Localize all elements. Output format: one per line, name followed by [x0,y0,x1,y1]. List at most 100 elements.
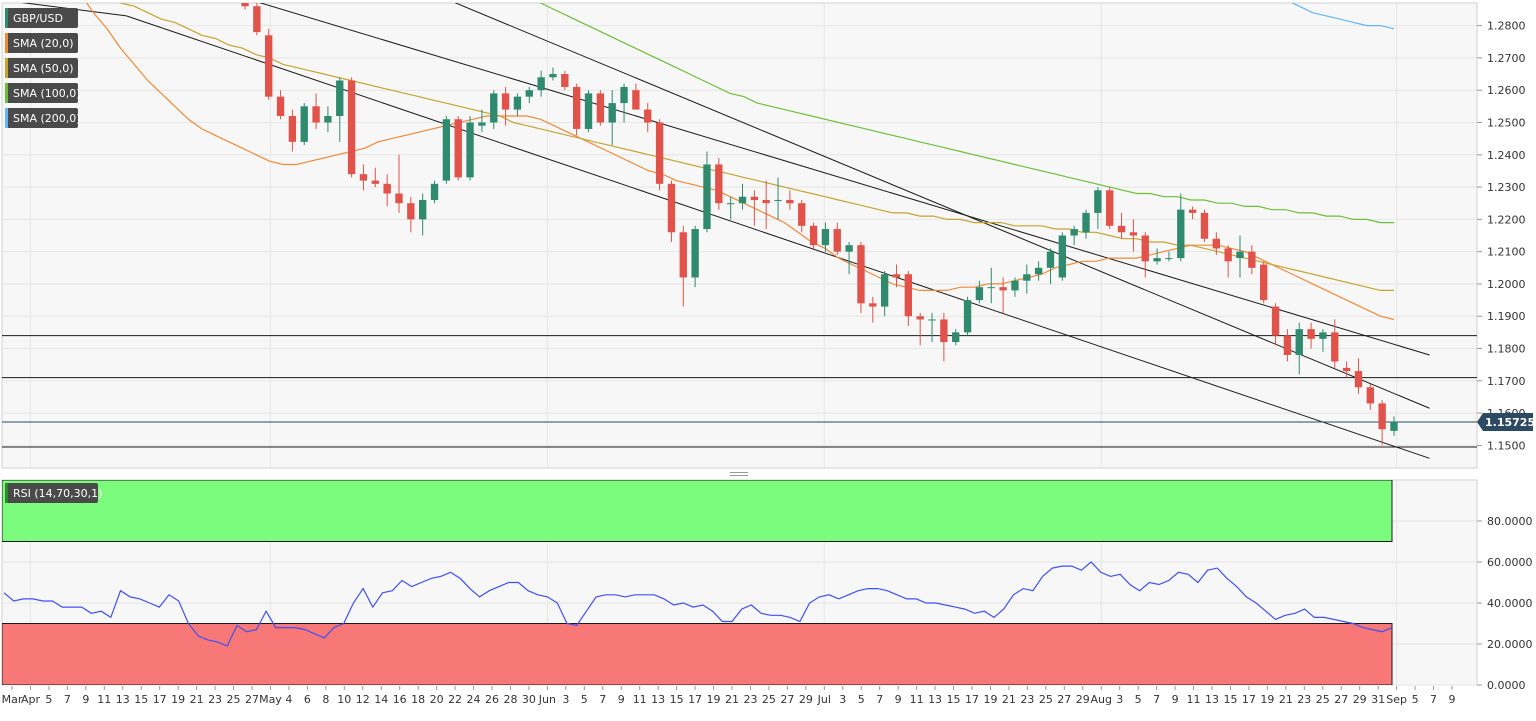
candle [490,90,498,129]
candle [928,313,936,343]
date-tick-label: 14 [374,693,388,706]
candle [786,190,794,210]
candle-body [1271,306,1280,336]
candle-body [347,80,356,175]
price-tick-label: 1.2800 [1487,20,1526,33]
candle [608,90,616,146]
last-price-tag: 1.157250 [1477,412,1536,431]
candle-body [549,74,557,78]
candle [501,86,510,126]
candle [383,174,391,207]
date-tick-label: 13 [116,693,130,706]
candle-body [324,116,332,123]
candle-body [1224,248,1232,262]
candle [513,93,522,117]
candle-body [726,203,735,205]
candle-body [490,93,498,123]
date-tick-label: 18 [411,693,425,706]
rsi-overbought-zone [2,480,1393,542]
candle-body [738,196,747,204]
candle [1319,329,1327,352]
date-tick-label: 20 [430,693,444,706]
date-tick-label: 4 [285,693,292,706]
date-tick-label: 28 [503,693,517,706]
candle [525,86,533,104]
candle [584,90,593,133]
legend-label: SMA (50,0) [13,62,74,75]
date-tick-label: 30 [522,693,536,706]
legend-swatch [5,33,8,53]
price-legend: GBP/USD SMA (20,0) SMA (50,0) SMA (100,0) SM… [5,8,81,128]
candle-body [667,183,676,233]
rsi-plot-area [2,480,1393,685]
date-tick-label: May [259,693,282,706]
candle-body [466,122,474,178]
candle [1224,245,1232,278]
candle [324,106,332,133]
candle-body [371,180,379,184]
candle [1283,329,1292,362]
candle [999,277,1007,313]
legend-swatch [5,58,8,78]
candle [1307,322,1315,349]
candle-body [703,164,711,230]
date-tick-label: 11 [633,693,647,706]
candle [1212,232,1220,255]
candle [1342,361,1351,378]
date-tick-label: 13 [651,693,665,706]
date-tick-label: 9 [1172,693,1179,706]
candle-body [407,203,415,220]
date-tick-label: 15 [947,693,961,706]
candle-body [442,119,451,181]
candle-body [892,274,901,278]
candle-body [774,199,782,201]
panel-resize-handle[interactable] [2,469,1477,479]
candle-body [762,199,770,204]
candle [1117,212,1126,239]
candle [726,196,735,220]
candle-body [655,122,664,184]
date-tick-label: 15 [1223,693,1237,706]
rsi-legend: RSI (14,70,30,1) [5,483,102,503]
candle [691,225,699,288]
candle-body [1177,209,1185,259]
date-tick-label: 29 [1076,693,1090,706]
candle-body [691,229,699,278]
candle-body [359,174,368,181]
candle-body [1307,329,1315,339]
candle [359,164,368,191]
candle [1390,416,1398,436]
candle-body [928,319,936,321]
date-tick-label: 19 [1260,693,1274,706]
candle-body [584,93,593,129]
legend-item: SMA (200,0) [5,108,81,128]
date-tick-label: 31 [1371,693,1385,706]
candle-body [1212,238,1220,249]
candle-body [1236,251,1244,259]
candle [1058,232,1067,281]
last-price-label: 1.157250 [1485,416,1536,429]
candle [454,116,462,181]
date-tick-label: 23 [1297,693,1311,706]
candle-body [940,319,948,343]
legend-item: SMA (20,0) [5,33,78,53]
date-tick-label: 15 [134,693,148,706]
candle-body [1342,367,1351,372]
candle-body [1295,329,1303,355]
price-tick-label: 1.1500 [1487,439,1526,452]
sma100-line [539,3,1394,224]
candle [395,154,403,213]
date-tick-label: 13 [1205,693,1219,706]
candle-body [561,74,569,87]
candle [869,296,877,323]
candle [644,103,652,133]
candle-body [383,183,391,194]
horizontal-levels [2,335,1477,448]
date-tick-label: 17 [153,693,167,706]
legend-swatch [5,8,8,28]
date-tick-label: 11 [1187,693,1201,706]
candle-body [987,287,995,289]
date-tick-label: 16 [393,693,407,706]
